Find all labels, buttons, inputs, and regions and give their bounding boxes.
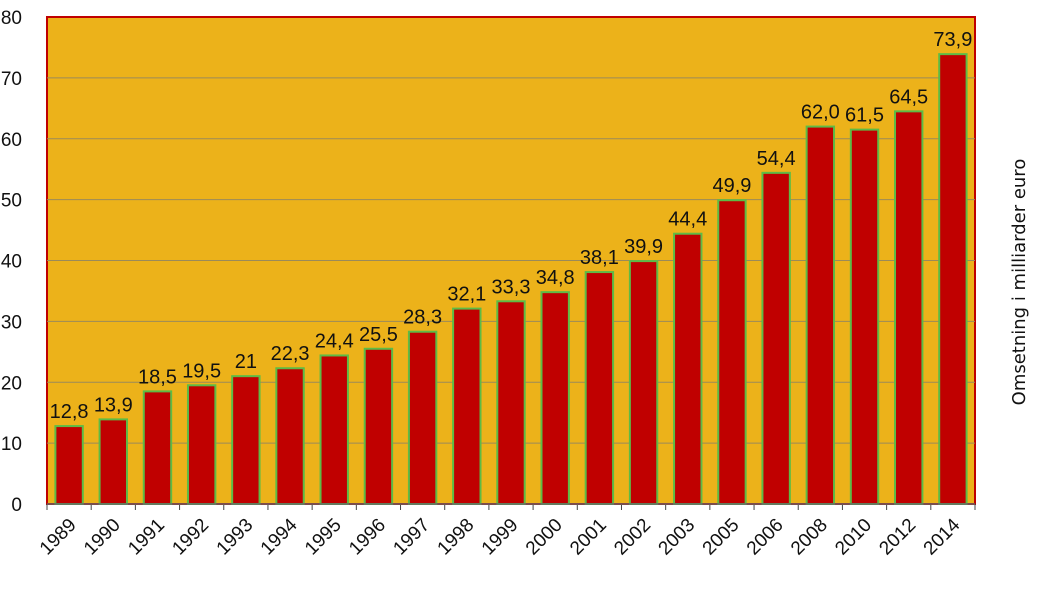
y-tick-label: 30 bbox=[1, 312, 22, 333]
x-tick-label: 1993 bbox=[213, 515, 258, 560]
y-tick-label: 40 bbox=[1, 252, 22, 273]
data-label: 62,0 bbox=[801, 102, 840, 124]
bar bbox=[584, 271, 615, 505]
x-tick-label: 2000 bbox=[522, 515, 567, 560]
y-tick-label: 0 bbox=[11, 495, 22, 516]
data-label: 61,5 bbox=[845, 105, 884, 127]
data-label: 33,3 bbox=[492, 276, 531, 298]
x-tick-label: 1994 bbox=[257, 514, 302, 559]
bar bbox=[805, 125, 836, 505]
bar bbox=[319, 354, 349, 505]
x-tick-label: 2003 bbox=[655, 515, 700, 560]
bar bbox=[186, 384, 217, 506]
bar bbox=[761, 171, 791, 505]
bar bbox=[938, 53, 968, 505]
bar bbox=[98, 418, 128, 506]
x-tick-label: 1989 bbox=[36, 515, 81, 560]
data-label: 54,4 bbox=[757, 148, 796, 170]
data-label: 22,3 bbox=[271, 343, 310, 365]
x-tick-label: 2008 bbox=[787, 515, 832, 560]
bar bbox=[540, 291, 570, 505]
x-tick-label: 1992 bbox=[168, 515, 213, 560]
bar bbox=[452, 307, 482, 505]
data-label: 39,9 bbox=[624, 236, 663, 258]
bar bbox=[717, 199, 747, 505]
x-tick-label: 2005 bbox=[699, 515, 744, 560]
y-tick-label: 80 bbox=[1, 8, 22, 29]
bar bbox=[231, 375, 261, 506]
y-tick-label: 70 bbox=[1, 69, 22, 90]
bar bbox=[894, 110, 924, 505]
x-tick-label: 2001 bbox=[566, 515, 611, 560]
bars bbox=[54, 53, 968, 506]
y-tick-label: 50 bbox=[1, 191, 22, 212]
x-tick-label: 2012 bbox=[876, 515, 921, 560]
x-tick-label: 2002 bbox=[610, 515, 655, 560]
bar bbox=[363, 347, 394, 505]
bar bbox=[673, 232, 703, 505]
data-label: 73,9 bbox=[933, 29, 972, 51]
x-tick-label: 1996 bbox=[345, 515, 390, 560]
data-label: 24,4 bbox=[315, 330, 354, 352]
bar bbox=[142, 390, 173, 506]
data-label: 28,3 bbox=[403, 307, 442, 329]
x-tick-label: 2006 bbox=[743, 515, 788, 560]
bar bbox=[407, 330, 438, 505]
x-tick-label: 1991 bbox=[124, 515, 169, 560]
x-tick-label: 1999 bbox=[478, 515, 523, 560]
data-label: 64,5 bbox=[889, 86, 928, 108]
bar bbox=[849, 128, 880, 505]
x-tick-label: 2014 bbox=[920, 514, 965, 559]
data-labels: 12,8 13,918,5 19,5 21 22,324,4 25,528,332,1 33… bbox=[50, 29, 973, 423]
data-label: 25,5 bbox=[359, 324, 398, 346]
data-label: 21 bbox=[235, 351, 257, 373]
data-label: 18,5 bbox=[138, 366, 177, 388]
y-tick-label: 20 bbox=[1, 373, 22, 394]
x-axis-ticks: 1989 1990 1991 1992 1993 1994 1995 1996 1997 1998… bbox=[36, 504, 976, 560]
data-label: 12,8 bbox=[50, 401, 89, 423]
bar bbox=[496, 300, 526, 505]
y-tick-label: 10 bbox=[1, 434, 22, 455]
data-label: 13,9 bbox=[94, 394, 133, 416]
data-label: 19,5 bbox=[182, 360, 221, 382]
x-tick-label: 1995 bbox=[301, 515, 346, 560]
y-tick-label: 60 bbox=[1, 130, 22, 151]
data-label: 34,8 bbox=[536, 267, 575, 289]
bar bbox=[628, 260, 659, 506]
data-label: 44,4 bbox=[668, 209, 707, 231]
x-tick-label: 1997 bbox=[389, 515, 434, 560]
y-axis-title: Omsetning i milliarder euro bbox=[1009, 159, 1030, 406]
data-label: 49,9 bbox=[712, 175, 751, 197]
data-label: 38,1 bbox=[580, 247, 619, 269]
x-tick-label: 1990 bbox=[80, 515, 125, 560]
x-tick-label: 1998 bbox=[434, 515, 479, 560]
bar bbox=[275, 367, 305, 505]
x-tick-label: 2010 bbox=[831, 515, 876, 560]
bar bbox=[54, 425, 84, 505]
y-axis-ticks: 0 10 20 30 40 50 60 70 80 bbox=[1, 8, 22, 516]
data-label: 32,1 bbox=[447, 284, 486, 306]
